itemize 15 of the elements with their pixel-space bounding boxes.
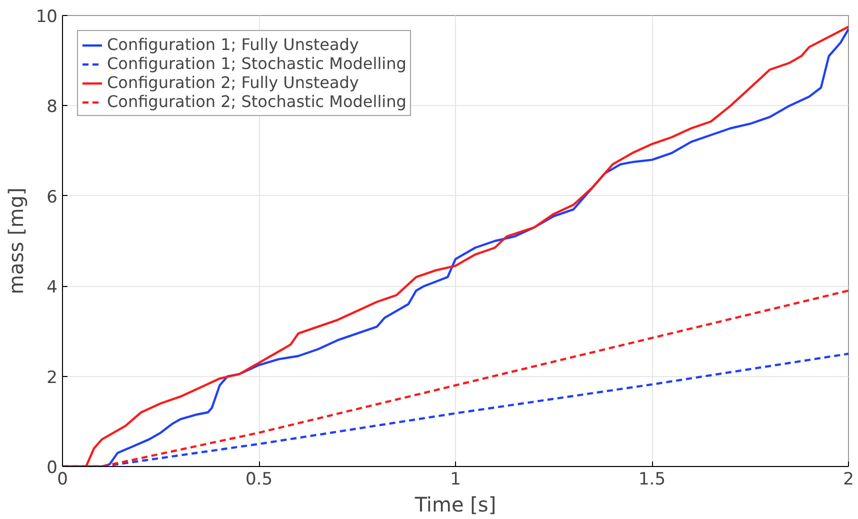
- x-tick-label: 0.5: [245, 470, 273, 490]
- y-tick-label: 8: [46, 97, 58, 118]
- legend-label: Configuration 1; Fully Unsteady: [107, 35, 359, 54]
- x-tick-label: 1: [450, 470, 461, 490]
- x-tick-label: 1.5: [638, 470, 666, 490]
- legend-label: Configuration 1; Stochastic Modelling: [107, 54, 406, 73]
- y-tick-label: 2: [46, 368, 58, 388]
- y-axis-title: mass [mg]: [4, 188, 28, 294]
- y-tick-label: 6: [46, 187, 58, 208]
- y-tick-label: 4: [46, 278, 58, 298]
- x-tick-label: 2: [843, 470, 854, 490]
- x-axis-title: Time [s]: [414, 492, 496, 516]
- y-tick-label: 10: [36, 7, 58, 27]
- legend-label: Configuration 2; Stochastic Modelling: [107, 92, 406, 111]
- legend-label: Configuration 2; Fully Unsteady: [107, 73, 359, 92]
